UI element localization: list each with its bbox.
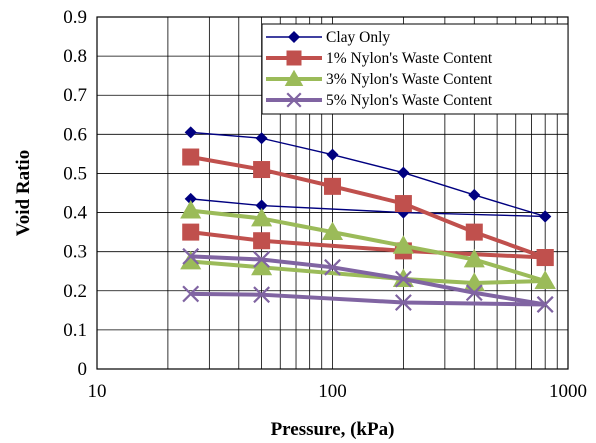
data-point — [468, 188, 481, 202]
loading-curve — [190, 155, 546, 260]
data-point — [321, 221, 344, 241]
data-point — [180, 200, 202, 219]
loading-curve — [190, 131, 546, 218]
legend-marker — [287, 30, 301, 44]
data-point — [182, 285, 200, 303]
x-axis-ticks: 10 100 1000 — [88, 381, 588, 402]
x-tick-label: 100 — [318, 381, 347, 402]
data-point — [253, 161, 271, 179]
y-tick-label: 0.7 — [63, 85, 87, 106]
data-point — [324, 258, 341, 276]
plot-area — [96, 16, 569, 370]
data-point — [255, 132, 268, 145]
data-point — [184, 126, 197, 139]
data-point — [397, 206, 410, 219]
legend-marker — [284, 69, 304, 86]
y-axis-ticks: 0 0.1 0.2 0.3 0.4 0.5 0.6 0.7 0.8 0.9 — [63, 7, 87, 380]
y-tick-label: 0.9 — [63, 7, 87, 28]
data-point — [326, 148, 339, 161]
data-point — [465, 223, 483, 241]
legend: Clay Only 1% Nylon's Waste Content 3% Nylo… — [261, 23, 569, 115]
y-tick-label: 0.5 — [63, 163, 87, 184]
data-point — [255, 199, 268, 212]
unloading-curve — [190, 230, 546, 260]
data-point — [253, 232, 271, 250]
y-tick-label: 0.2 — [63, 281, 87, 302]
data-point — [394, 195, 412, 213]
y-tick-label: 0.3 — [63, 242, 87, 263]
series-2 — [182, 148, 554, 267]
data-point — [392, 235, 414, 254]
y-axis-title: Void Ratio — [13, 150, 34, 236]
data-point — [397, 166, 410, 179]
data-point — [253, 286, 271, 304]
data-point — [253, 251, 271, 268]
legend-label: 5% Nylon's Waste Content — [326, 92, 493, 109]
data-point — [539, 210, 552, 223]
loading-curve — [190, 208, 546, 283]
data-point — [536, 249, 554, 267]
series-1 — [184, 126, 552, 223]
data-point — [324, 177, 341, 195]
data-point — [184, 192, 197, 205]
series-group — [180, 126, 556, 313]
data-point — [182, 247, 200, 265]
loading-curve — [190, 254, 546, 307]
series-4 — [182, 247, 554, 313]
data-point — [251, 207, 273, 227]
y-tick-label: 0.6 — [63, 124, 87, 145]
legend-label: 1% Nylon's Waste Content — [326, 50, 493, 67]
series-3 — [180, 200, 556, 291]
data-point — [180, 250, 202, 270]
data-point — [536, 296, 554, 313]
x-tick-label: 1000 — [549, 381, 587, 402]
data-point — [534, 270, 556, 289]
x-axis-title: Pressure, (kPa) — [271, 419, 395, 440]
grid — [97, 16, 568, 370]
data-point — [182, 148, 200, 166]
x-tick-label: 10 — [88, 381, 107, 402]
data-point — [182, 223, 200, 241]
y-tick-label: 0.1 — [63, 320, 87, 341]
data-point — [394, 270, 412, 288]
y-tick-label: 0 — [78, 359, 88, 380]
data-point — [463, 248, 485, 268]
legend-marker — [286, 92, 302, 108]
data-point — [465, 284, 483, 302]
unloading-curve — [190, 291, 546, 307]
legend-label: 3% Nylon's Waste Content — [326, 71, 493, 88]
y-tick-label: 0.4 — [63, 203, 87, 224]
data-point — [251, 256, 273, 276]
data-point — [394, 294, 412, 311]
legend-label: Clay Only — [326, 29, 390, 46]
unloading-curve — [190, 198, 546, 218]
y-tick-label: 0.8 — [63, 46, 87, 67]
legend-marker — [286, 50, 302, 66]
